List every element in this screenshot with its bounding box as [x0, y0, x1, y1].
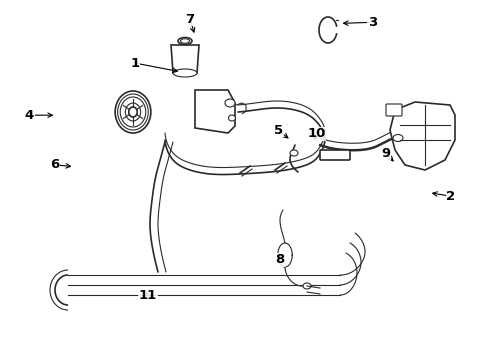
Text: 7: 7 [186, 13, 195, 26]
Text: 6: 6 [50, 158, 59, 171]
Text: 9: 9 [382, 147, 391, 160]
Text: 10: 10 [307, 127, 326, 140]
Text: 1: 1 [130, 57, 139, 69]
FancyBboxPatch shape [320, 150, 350, 160]
Text: 2: 2 [446, 190, 455, 203]
Ellipse shape [228, 115, 236, 121]
Polygon shape [390, 102, 455, 170]
Ellipse shape [225, 99, 235, 107]
Text: 3: 3 [368, 16, 377, 29]
Text: 4: 4 [25, 109, 34, 122]
Ellipse shape [303, 283, 311, 289]
Ellipse shape [115, 91, 151, 133]
Text: 5: 5 [274, 124, 283, 137]
Ellipse shape [173, 69, 197, 77]
Ellipse shape [393, 135, 403, 141]
FancyBboxPatch shape [386, 104, 402, 116]
Ellipse shape [125, 103, 141, 121]
Text: 8: 8 [276, 253, 285, 266]
Text: 11: 11 [139, 289, 157, 302]
Ellipse shape [120, 97, 146, 127]
Ellipse shape [129, 107, 137, 117]
Polygon shape [195, 90, 235, 133]
Ellipse shape [180, 39, 190, 43]
Ellipse shape [290, 150, 298, 156]
Polygon shape [171, 45, 199, 73]
Ellipse shape [118, 94, 148, 130]
Ellipse shape [178, 37, 192, 45]
